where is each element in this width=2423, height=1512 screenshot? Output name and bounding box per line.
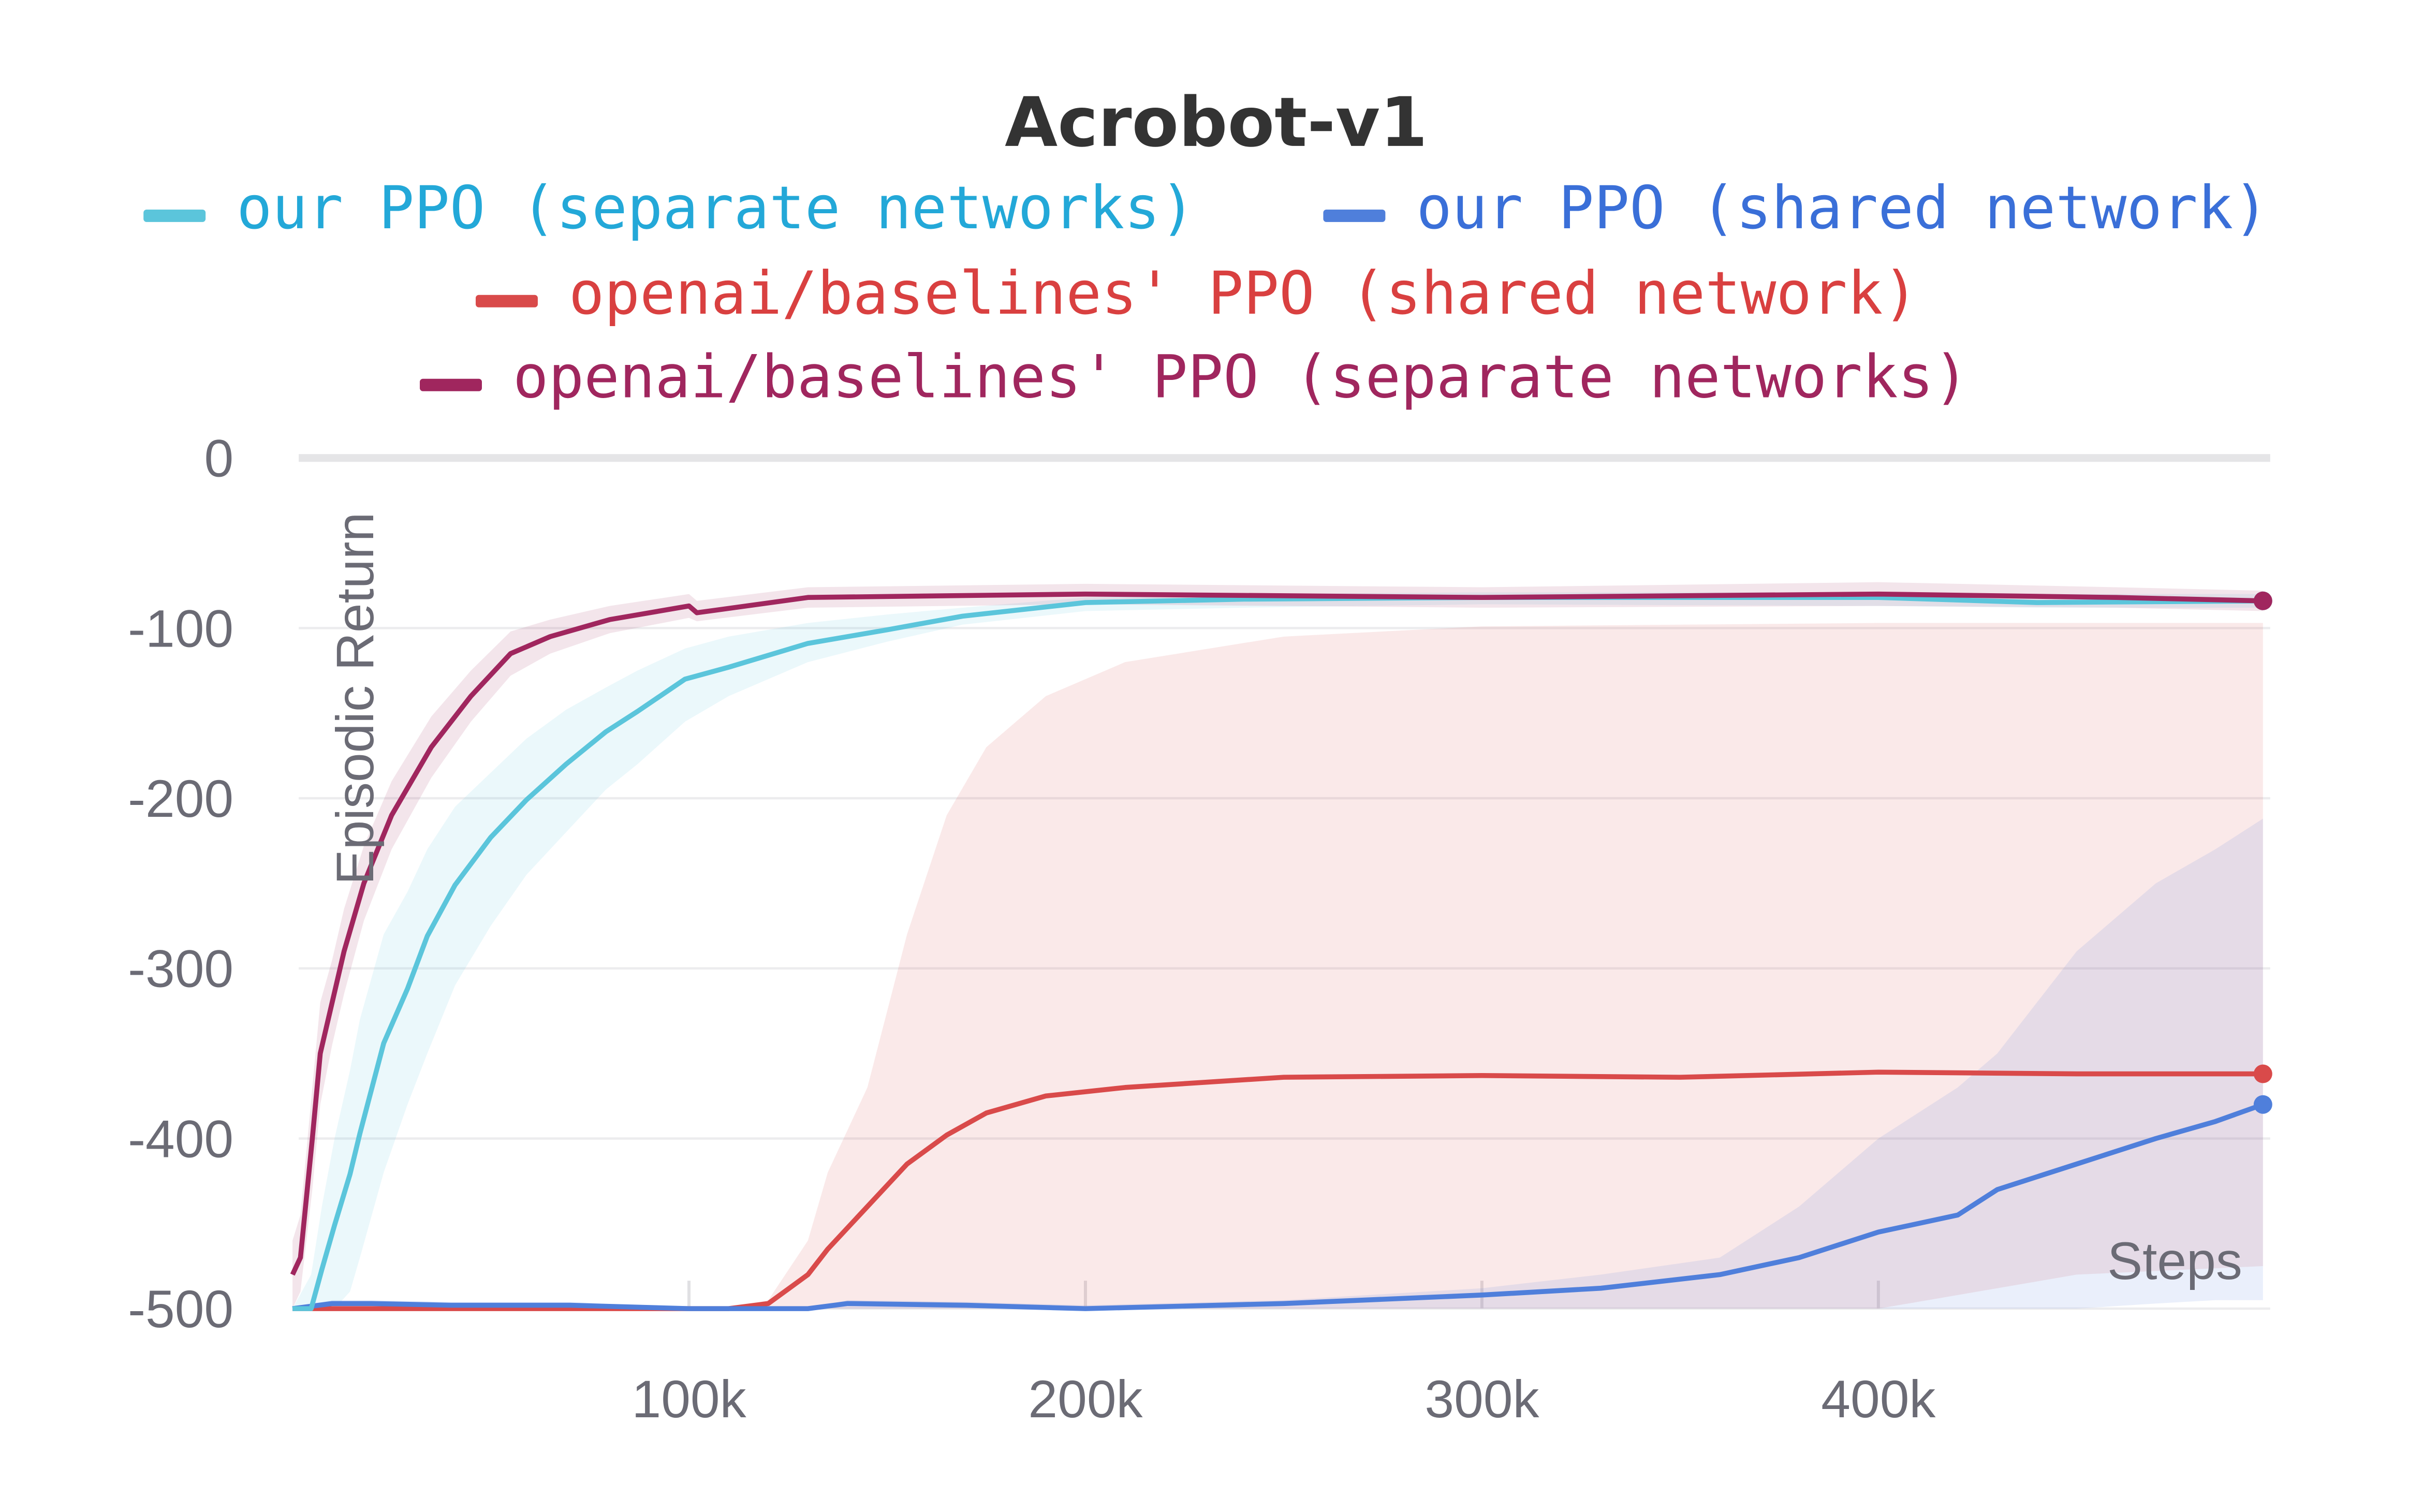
legend: our PPO (separate networks) our PPO (shar… bbox=[143, 173, 2269, 412]
series-endpoint-3 bbox=[2253, 591, 2272, 610]
series-line-1 bbox=[292, 1102, 2264, 1311]
x-tick-label: 300k bbox=[1425, 1370, 1539, 1429]
bands bbox=[292, 582, 2263, 1309]
y-tick-label: 0 bbox=[204, 429, 233, 488]
series-endpoint-2 bbox=[2253, 1064, 2272, 1083]
band-3 bbox=[292, 582, 2263, 1309]
legend-swatch bbox=[143, 209, 206, 222]
legend-entry: openai/baselines' PPO (separate networks… bbox=[513, 343, 1969, 412]
legend-swatch bbox=[420, 378, 482, 391]
y-tick-label: -200 bbox=[128, 769, 233, 828]
lines bbox=[290, 591, 2272, 1311]
y-tick-label: -100 bbox=[128, 599, 233, 658]
legend-entry: our PPO (separate networks) bbox=[237, 173, 1195, 242]
band-1 bbox=[292, 818, 2263, 1309]
chart-title: Acrobot-v1 bbox=[1005, 83, 1428, 163]
x-tick-label: 100k bbox=[632, 1370, 746, 1429]
ticks: 0 -100 -200 -300 -400 -500 100k 200k 300k 400k bbox=[128, 429, 1936, 1429]
x-tick-label: 200k bbox=[1028, 1370, 1143, 1429]
legend-entry: openai/baselines' PPO (shared network) bbox=[569, 259, 1918, 328]
legend-swatch bbox=[1323, 209, 1386, 222]
band-2 bbox=[292, 623, 2263, 1309]
y-tick-label: -500 bbox=[128, 1280, 233, 1339]
y-tick-label: -400 bbox=[128, 1109, 233, 1168]
x-axis-label: Steps bbox=[2107, 1231, 2242, 1290]
y-tick-label: -300 bbox=[128, 940, 233, 999]
series-line-3 bbox=[290, 591, 2263, 1276]
y-axis-label: Episodic Return bbox=[326, 512, 385, 885]
series-line-0 bbox=[292, 595, 2263, 1311]
series-line-2 bbox=[292, 1069, 2263, 1311]
series-endpoint-1 bbox=[2253, 1095, 2272, 1114]
legend-entry: our PPO (shared network) bbox=[1416, 173, 2269, 242]
x-tick-label: 400k bbox=[1821, 1370, 1936, 1429]
legend-swatch bbox=[475, 295, 538, 307]
